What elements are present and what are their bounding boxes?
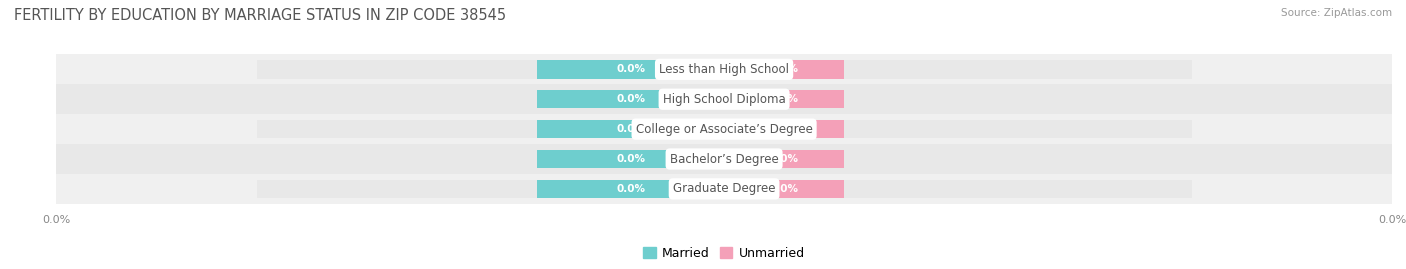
Text: 0.0%: 0.0% bbox=[616, 94, 645, 104]
Text: 0.0%: 0.0% bbox=[769, 154, 799, 164]
Text: 0.0%: 0.0% bbox=[616, 124, 645, 134]
Text: 0.0%: 0.0% bbox=[769, 64, 799, 74]
Bar bbox=[56, 54, 1392, 84]
Text: 0.0%: 0.0% bbox=[616, 64, 645, 74]
Legend: Married, Unmarried: Married, Unmarried bbox=[638, 242, 810, 265]
Text: 0.0%: 0.0% bbox=[769, 124, 799, 134]
Bar bbox=[257, 60, 1192, 79]
Bar bbox=[724, 60, 844, 79]
Bar bbox=[537, 150, 724, 168]
Bar bbox=[257, 120, 1192, 138]
Bar bbox=[537, 120, 724, 138]
Text: 0.0%: 0.0% bbox=[616, 154, 645, 164]
Bar bbox=[724, 150, 844, 168]
Text: Less than High School: Less than High School bbox=[659, 63, 789, 76]
Text: Bachelor’s Degree: Bachelor’s Degree bbox=[669, 153, 779, 165]
Bar bbox=[724, 90, 844, 108]
Bar bbox=[56, 84, 1392, 114]
Text: College or Associate’s Degree: College or Associate’s Degree bbox=[636, 123, 813, 136]
Text: 0.0%: 0.0% bbox=[769, 94, 799, 104]
Bar bbox=[257, 180, 1192, 198]
Text: Graduate Degree: Graduate Degree bbox=[673, 182, 775, 195]
Bar bbox=[724, 180, 844, 198]
Bar bbox=[56, 144, 1392, 174]
Bar bbox=[56, 174, 1392, 204]
Bar bbox=[257, 150, 1192, 168]
Bar bbox=[537, 180, 724, 198]
Text: 0.0%: 0.0% bbox=[769, 184, 799, 194]
Bar bbox=[56, 114, 1392, 144]
Bar bbox=[257, 90, 1192, 108]
Text: FERTILITY BY EDUCATION BY MARRIAGE STATUS IN ZIP CODE 38545: FERTILITY BY EDUCATION BY MARRIAGE STATU… bbox=[14, 8, 506, 23]
Bar bbox=[537, 90, 724, 108]
Bar bbox=[537, 60, 724, 79]
Bar bbox=[724, 120, 844, 138]
Text: 0.0%: 0.0% bbox=[616, 184, 645, 194]
Text: High School Diploma: High School Diploma bbox=[662, 93, 786, 106]
Text: Source: ZipAtlas.com: Source: ZipAtlas.com bbox=[1281, 8, 1392, 18]
